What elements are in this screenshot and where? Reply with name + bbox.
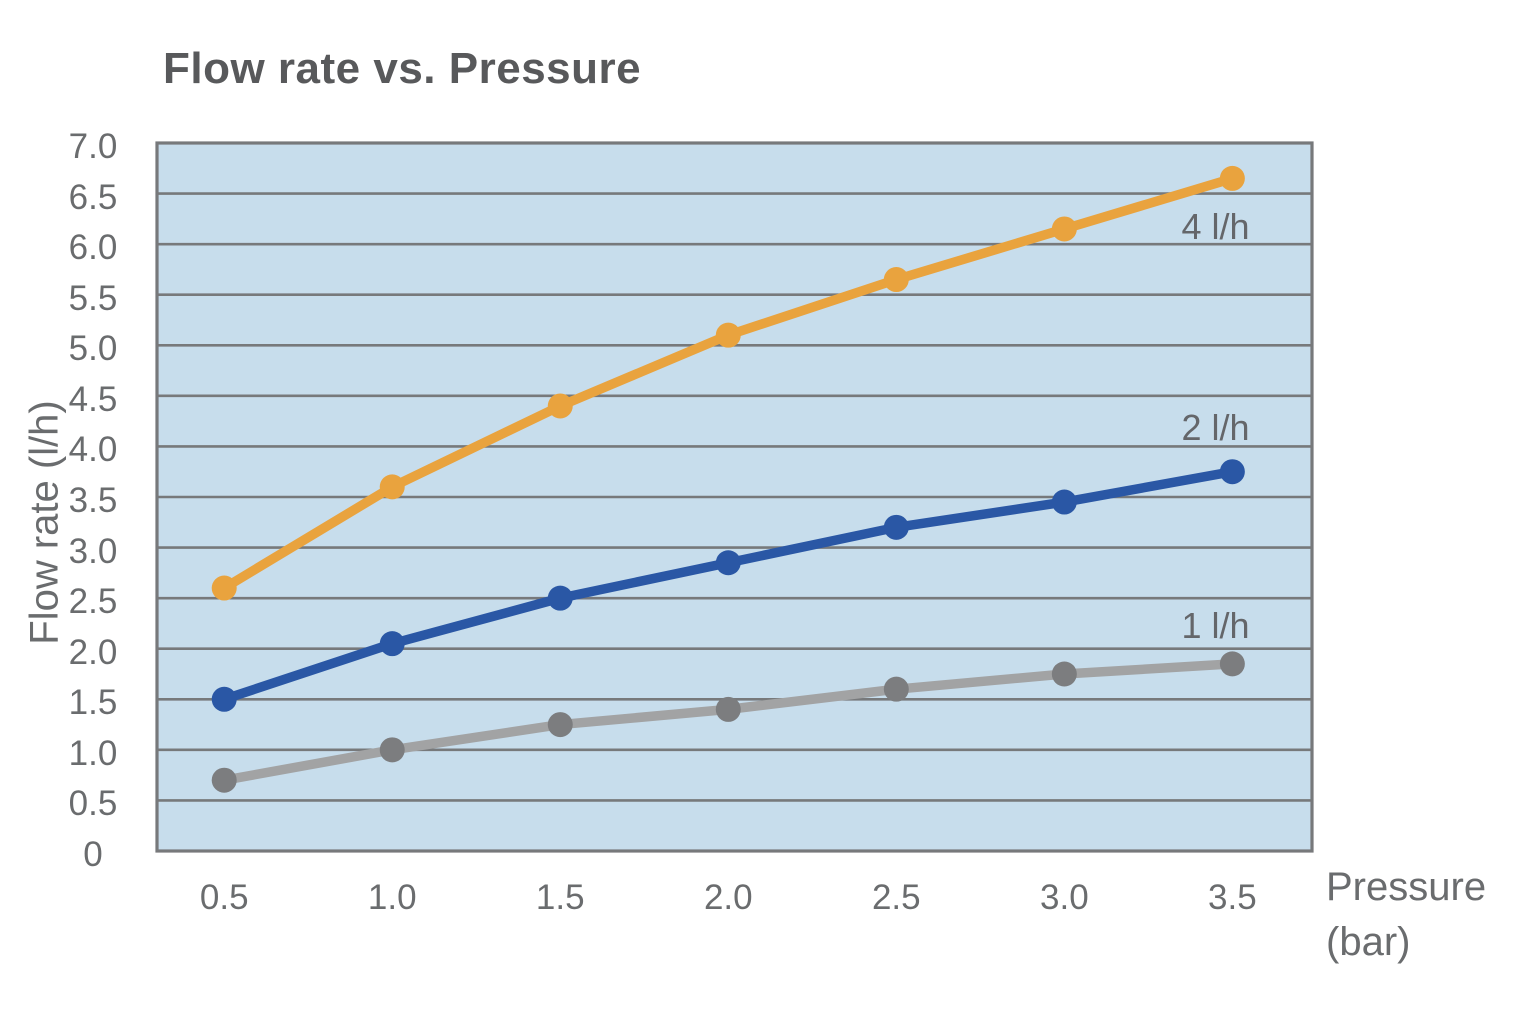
data-point-2lh-1 [379,631,405,657]
x-tick-label-1.0: 1.0 [367,878,417,917]
y-tick-label-1.0: 1.0 [68,733,118,773]
x-tick-label-1.5: 1.5 [535,878,585,917]
x-axis-title-line1: Pressure [1326,865,1487,909]
data-point-4lh-2.5 [883,267,909,293]
y-tick-label-2.0: 2.0 [68,632,118,672]
y-tick-label-7.0: 7.0 [68,127,118,166]
data-point-2lh-3 [1051,489,1077,515]
data-point-1lh-3.5 [1219,651,1245,677]
x-tick-label-2.0: 2.0 [703,878,753,917]
data-point-2lh-2.5 [883,514,909,540]
series-label-4lh: 4 l/h [1181,205,1250,247]
data-point-1lh-2.5 [883,676,909,702]
y-tick-label-5.0: 5.0 [68,329,118,369]
x-axis-title: Pressure (bar) [1326,860,1486,970]
data-point-4lh-3 [1051,216,1077,242]
y-tick-label-3.0: 3.0 [68,531,118,571]
y-tick-label-0.5: 0.5 [68,784,118,824]
data-point-2lh-1.5 [547,585,573,611]
data-point-4lh-0.5 [211,575,237,601]
y-tick-label-6.0: 6.0 [68,228,118,268]
y-tick-label-0: 0 [83,835,103,874]
y-tick-label-6.5: 6.5 [68,177,118,217]
data-point-2lh-3.5 [1219,459,1245,485]
data-point-1lh-0.5 [211,767,237,793]
data-point-1lh-1 [379,737,405,763]
data-point-4lh-2 [715,322,741,348]
chart-title: Flow rate vs. Pressure [163,44,642,93]
series-label-1lh: 1 l/h [1181,605,1250,647]
x-tick-label-2.5: 2.5 [871,878,921,917]
data-point-2lh-0.5 [211,686,237,712]
x-tick-label-3.5: 3.5 [1208,878,1257,917]
y-tick-label-4.0: 4.0 [68,430,118,470]
y-tick-label-4.5: 4.5 [68,379,118,419]
data-point-1lh-3 [1051,661,1077,687]
data-point-4lh-3.5 [1219,165,1245,191]
data-point-2lh-2 [715,550,741,576]
y-tick-label-1.5: 1.5 [68,683,118,723]
series-label-2lh: 2 l/h [1181,407,1250,449]
plot-border [155,141,1314,853]
data-point-1lh-1.5 [547,712,573,738]
y-tick-label-3.5: 3.5 [68,481,118,520]
data-point-4lh-1.5 [547,393,573,419]
x-tick-label-3.0: 3.0 [1040,878,1089,917]
data-point-1lh-2 [715,696,741,722]
x-tick-label-0.5: 0.5 [199,878,249,917]
y-tick-label-5.5: 5.5 [68,278,118,318]
x-axis-title-line2: (bar) [1326,920,1411,965]
y-tick-label-2.5: 2.5 [68,582,118,622]
data-point-4lh-1 [379,474,405,500]
